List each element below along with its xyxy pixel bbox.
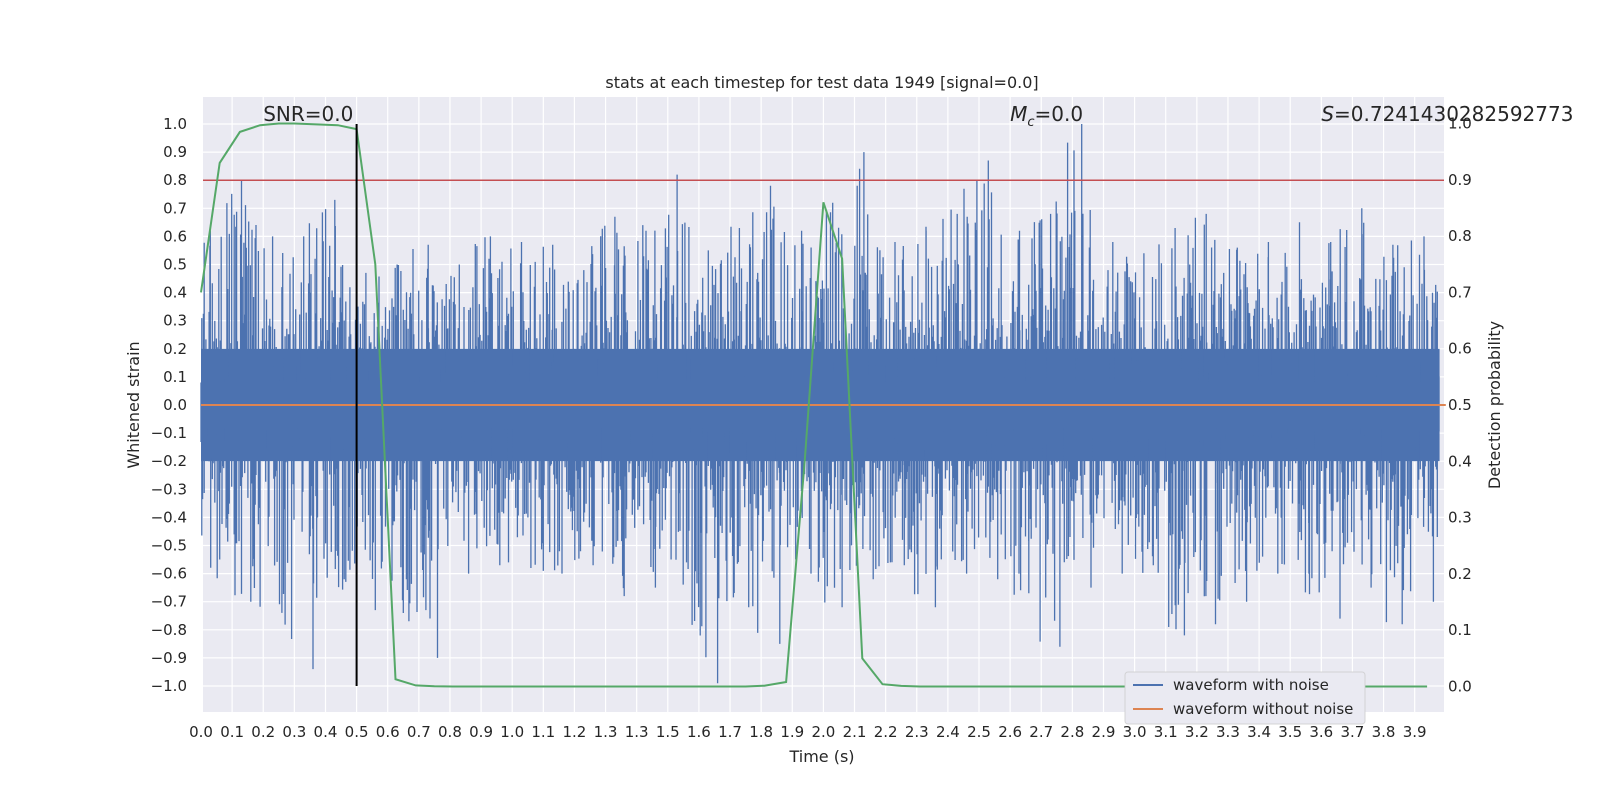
x-tick-label: 3.4	[1247, 723, 1271, 741]
x-tick-label: 1.3	[625, 723, 649, 741]
x-tick-label: 0.7	[407, 723, 431, 741]
annotation: S=0.7241430282592773	[1321, 102, 1573, 126]
x-tick-label: 0.5	[345, 723, 369, 741]
x-tick-label: 1.7	[718, 723, 742, 741]
legend: waveform with noise waveform without noi…	[1124, 671, 1366, 725]
y-tick-label: −0.6	[151, 565, 187, 583]
x-tick-label: 2.9	[1092, 723, 1116, 741]
y-tick-label: 0.1	[163, 368, 187, 386]
y-tick-label: −0.7	[151, 593, 187, 611]
x-tick-label: 1.3	[594, 723, 618, 741]
y-tick-label: −0.1	[151, 424, 187, 442]
x-tick-label: 0.6	[376, 723, 400, 741]
x-tick-label: 3.2	[1185, 723, 1209, 741]
y-right-tick-labels: 0.0 0.1 0.2 0.3 0.4 0.5 0.6 0.7 0.8 0.9 1.0	[1448, 115, 1472, 696]
x-tick-label: 2.3	[905, 723, 929, 741]
x-tick-label: 2.7	[1029, 723, 1053, 741]
y-tick-labels: −1.0 −0.9 −0.8 −0.7 −0.6 −0.5 −0.4 −0.3 −0.2 −0.1…	[151, 115, 187, 695]
x-tick-label: 3.9	[1403, 723, 1427, 741]
legend-label-noise: waveform with noise	[1173, 676, 1329, 694]
x-tick-label: 1.5	[656, 723, 680, 741]
y-right-tick-label: 0.9	[1448, 171, 1472, 189]
y-right-tick-label: 1.0	[1448, 115, 1472, 133]
x-tick-label: 2.5	[967, 723, 991, 741]
x-tick-label: 1.8	[749, 723, 773, 741]
legend-label-clean: waveform without noise	[1173, 700, 1353, 718]
x-tick-label: 3.1	[1154, 723, 1178, 741]
y-right-tick-label: 0.8	[1448, 227, 1472, 245]
x-tick-label: 0.8	[438, 723, 462, 741]
y-right-tick-label: 0.2	[1448, 565, 1472, 583]
y-tick-label: −1.0	[151, 677, 187, 695]
y-right-tick-label: 0.4	[1448, 452, 1472, 470]
y-tick-label: 0.4	[163, 284, 187, 302]
x-tick-label: 3.7	[1341, 723, 1365, 741]
x-tick-label: 2.1	[843, 723, 867, 741]
y-tick-label: 0.0	[163, 396, 187, 414]
y-tick-label: 0.3	[163, 312, 187, 330]
annotation: Mc=0.0	[1010, 102, 1083, 130]
y-tick-label: 0.7	[163, 199, 187, 217]
x-tick-label: 1.0	[500, 723, 524, 741]
y-tick-label: 1.0	[163, 115, 187, 133]
x-tick-label: 0.2	[251, 723, 275, 741]
y-axis-title: Whitened strain	[124, 341, 143, 468]
y-tick-label: −0.5	[151, 537, 187, 555]
y-right-tick-label: 0.7	[1448, 283, 1472, 301]
x-tick-label: 1.9	[780, 723, 804, 741]
y-right-tick-label: 0.1	[1448, 621, 1472, 639]
x-tick-label: 0.9	[469, 723, 493, 741]
chart-title: stats at each timestep for test data 194…	[605, 73, 1038, 92]
x-tick-label: 0.3	[282, 723, 306, 741]
y-tick-label: 0.9	[163, 143, 187, 161]
x-tick-label: 3.3	[1216, 723, 1240, 741]
x-tick-label: 0.1	[220, 723, 244, 741]
x-tick-label: 3.5	[1278, 723, 1302, 741]
x-tick-label: 2.2	[874, 723, 898, 741]
x-tick-label: 1.1	[531, 723, 555, 741]
y-right-tick-label: 0.6	[1448, 340, 1472, 358]
x-tick-label: 1.6	[687, 723, 711, 741]
y-right-tick-label: 0.3	[1448, 509, 1472, 527]
y-tick-label: −0.3	[151, 480, 187, 498]
x-tick-label: 0.0	[189, 723, 213, 741]
y-right-axis-title: Detection probability	[1485, 321, 1504, 489]
x-axis-title: Time (s)	[788, 747, 854, 766]
y-right-tick-label: 0.0	[1448, 678, 1472, 696]
x-tick-label: 2.6	[998, 723, 1022, 741]
x-tick-label: 3.0	[1123, 723, 1147, 741]
x-tick-label: 3.6	[1309, 723, 1333, 741]
y-right-tick-label: 0.5	[1448, 396, 1472, 414]
annotations: SNR=0.0 Mc=0.0 S=0.7241430282592773	[263, 102, 1573, 130]
line-series	[200, 122, 1446, 688]
y-tick-label: 0.8	[163, 171, 187, 189]
series-detection-probability	[200, 122, 1428, 688]
annotation: SNR=0.0	[263, 102, 353, 126]
legend-box	[1124, 671, 1366, 725]
y-tick-label: −0.4	[151, 508, 187, 526]
x-tick-label: 2.4	[936, 723, 960, 741]
y-tick-label: 0.6	[163, 227, 187, 245]
y-tick-label: 0.2	[163, 340, 187, 358]
y-tick-label: −0.8	[151, 621, 187, 639]
x-tick-label: 1.2	[563, 723, 587, 741]
x-tick-labels: 0.0 0.1 0.2 0.3 0.4 0.5 0.6 0.7 0.8 0.9 1.0 1.1 1.2 1…	[189, 723, 1427, 741]
y-tick-label: 0.5	[163, 256, 187, 274]
y-tick-label: −0.2	[151, 452, 187, 470]
y-tick-label: −0.9	[151, 649, 187, 667]
x-tick-label: 3.8	[1372, 723, 1396, 741]
x-tick-label: 2.8	[1060, 723, 1084, 741]
x-tick-label: 2.0	[811, 723, 835, 741]
x-tick-label: 0.4	[314, 723, 338, 741]
